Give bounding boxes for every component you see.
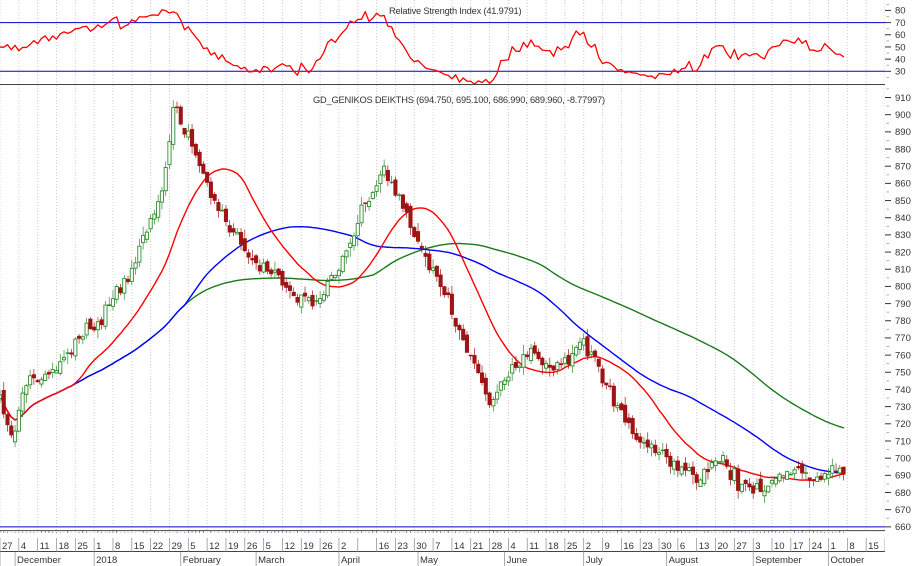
svg-text:20: 20	[718, 541, 729, 552]
svg-text:860: 860	[895, 179, 911, 190]
svg-text:30: 30	[416, 541, 427, 552]
svg-text:21: 21	[473, 541, 484, 552]
svg-text:7: 7	[435, 541, 440, 552]
svg-text:July: July	[586, 555, 603, 566]
svg-text:23: 23	[397, 541, 408, 552]
svg-text:28: 28	[492, 541, 503, 552]
svg-text:760: 760	[895, 350, 911, 361]
svg-text:September: September	[755, 555, 801, 566]
svg-text:13: 13	[699, 541, 710, 552]
svg-text:18: 18	[548, 541, 559, 552]
svg-text:December: December	[17, 555, 61, 566]
svg-text:15: 15	[134, 541, 145, 552]
svg-text:9: 9	[605, 541, 610, 552]
svg-text:80: 80	[895, 6, 906, 17]
svg-text:16: 16	[623, 541, 634, 552]
svg-text:1: 1	[831, 541, 836, 552]
svg-text:890: 890	[895, 127, 911, 138]
svg-text:4: 4	[21, 541, 26, 552]
svg-text:8: 8	[115, 541, 120, 552]
svg-text:70: 70	[895, 18, 906, 29]
svg-text:770: 770	[895, 333, 911, 344]
svg-text:790: 790	[895, 299, 911, 310]
svg-text:23: 23	[642, 541, 653, 552]
svg-text:3: 3	[755, 541, 760, 552]
svg-text:14: 14	[454, 541, 465, 552]
svg-text:5: 5	[190, 541, 195, 552]
svg-text:700: 700	[895, 453, 911, 464]
svg-text:2: 2	[586, 541, 591, 552]
svg-text:780: 780	[895, 316, 911, 327]
svg-text:720: 720	[895, 419, 911, 430]
svg-text:11: 11	[529, 541, 539, 552]
svg-text:August: August	[669, 555, 699, 566]
svg-text:1: 1	[96, 541, 101, 552]
svg-text:910: 910	[895, 93, 911, 104]
svg-text:900: 900	[895, 110, 911, 121]
svg-text:10: 10	[774, 541, 785, 552]
svg-text:April: April	[341, 555, 360, 566]
svg-text:60: 60	[895, 30, 906, 41]
svg-text:710: 710	[895, 436, 911, 447]
svg-text:810: 810	[895, 265, 911, 276]
svg-text:22: 22	[153, 541, 164, 552]
svg-text:11: 11	[40, 541, 50, 552]
svg-text:30: 30	[661, 541, 672, 552]
svg-text:4: 4	[510, 541, 515, 552]
svg-text:840: 840	[895, 213, 911, 224]
svg-text:870: 870	[895, 162, 911, 173]
svg-text:680: 680	[895, 488, 911, 499]
svg-text:16: 16	[379, 541, 390, 552]
svg-text:850: 850	[895, 196, 911, 207]
svg-text:800: 800	[895, 282, 911, 293]
svg-text:740: 740	[895, 385, 911, 396]
svg-text:26: 26	[247, 541, 258, 552]
svg-text:880: 880	[895, 144, 911, 155]
svg-text:February: February	[183, 555, 221, 566]
svg-text:17: 17	[793, 541, 804, 552]
svg-text:27: 27	[736, 541, 747, 552]
svg-text:820: 820	[895, 247, 911, 258]
svg-text:830: 830	[895, 230, 911, 241]
svg-text:2: 2	[341, 541, 346, 552]
svg-text:5: 5	[266, 541, 271, 552]
svg-text:15: 15	[868, 541, 879, 552]
svg-text:8: 8	[849, 541, 854, 552]
svg-text:27: 27	[2, 541, 13, 552]
svg-text:26: 26	[322, 541, 333, 552]
svg-text:19: 19	[303, 541, 314, 552]
svg-text:12: 12	[209, 541, 220, 552]
svg-text:750: 750	[895, 368, 911, 379]
svg-text:19: 19	[228, 541, 239, 552]
svg-text:40: 40	[895, 54, 906, 65]
svg-text:October: October	[831, 555, 865, 566]
svg-text:29: 29	[171, 541, 182, 552]
svg-text:670: 670	[895, 505, 911, 516]
svg-text:May: May	[420, 555, 438, 566]
svg-text:660: 660	[895, 522, 911, 530]
svg-text:25: 25	[567, 541, 578, 552]
svg-text:690: 690	[895, 471, 911, 482]
svg-text:30: 30	[895, 67, 906, 78]
svg-text:24: 24	[812, 541, 823, 552]
svg-text:6: 6	[680, 541, 685, 552]
svg-text:2018: 2018	[96, 555, 117, 566]
svg-text:50: 50	[895, 42, 906, 53]
svg-text:18: 18	[58, 541, 69, 552]
svg-text:12: 12	[284, 541, 295, 552]
svg-text:March: March	[258, 555, 284, 566]
svg-text:25: 25	[77, 541, 88, 552]
svg-text:June: June	[507, 555, 528, 566]
svg-text:730: 730	[895, 402, 911, 413]
